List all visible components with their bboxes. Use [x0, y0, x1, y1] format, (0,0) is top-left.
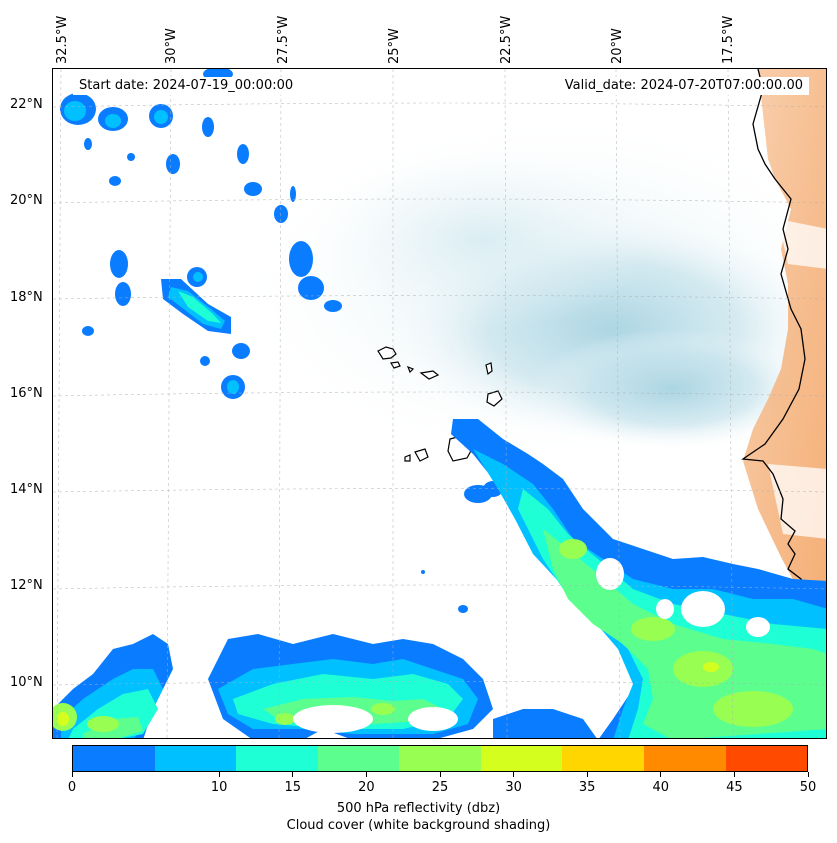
colorbar-segment	[154, 746, 237, 771]
colorbar-segment	[236, 746, 318, 771]
cloud-cover-shading	[253, 124, 826, 454]
lat-label-22n: 22°N	[10, 97, 43, 112]
lon-label-30w: 30°W	[164, 28, 179, 64]
colorbar-tick-mark	[513, 772, 515, 777]
colorbar-tick-mark	[733, 772, 735, 777]
map-panel	[52, 68, 827, 739]
colorbar-segment	[725, 746, 808, 771]
colorbar-tick-label: 10	[210, 780, 228, 795]
colorbar-tick-mark	[660, 772, 662, 777]
colorbar-segment	[399, 746, 481, 771]
lat-label-10n: 10°N	[10, 675, 43, 690]
colorbar-tick-label: 50	[799, 780, 817, 795]
colorbar-tick-mark	[365, 772, 367, 777]
colorbar-segment	[73, 746, 155, 771]
lat-label-18n: 18°N	[10, 290, 43, 305]
colorbar-subtitle: Cloud cover (white background shading)	[286, 818, 551, 833]
lat-label-16n: 16°N	[10, 386, 43, 401]
lat-label-12n: 12°N	[10, 578, 43, 593]
colorbar-segment	[480, 746, 563, 771]
colorbar-tick-label: 20	[358, 780, 375, 795]
map-canvas	[53, 69, 826, 738]
colorbar-tick-label: 45	[726, 780, 743, 795]
colorbar-tick-label: 25	[431, 780, 449, 795]
lon-label-25w: 25°W	[387, 28, 402, 64]
lat-label-20n: 20°N	[10, 193, 43, 208]
lon-label-20w: 20°W	[610, 28, 625, 64]
lon-label-32-5w: 32.5°W	[55, 15, 70, 64]
coastline	[741, 69, 826, 616]
colorbar-tick-mark	[586, 772, 588, 777]
lon-label-27-5w: 27.5°W	[276, 15, 291, 64]
colorbar-tick-label: 15	[284, 780, 302, 795]
reflectivity-level-30-35	[57, 662, 719, 726]
colorbar-tick-label: 35	[578, 780, 596, 795]
lon-label-22-5w: 22.5°W	[499, 15, 514, 64]
colorbar-tick-label: 30	[505, 780, 522, 795]
colorbar-tick-mark	[218, 772, 220, 777]
precip-gaps	[293, 558, 770, 733]
colorbar-tick-mark	[439, 772, 441, 777]
valid-date-label: Valid_date: 2024-07-20T07:00:00.00	[558, 77, 809, 95]
colorbar-tick-label: 0	[67, 780, 77, 795]
lat-label-14n: 14°N	[10, 482, 43, 497]
start-date-label: Start date: 2024-07-19_00:00:00	[73, 77, 300, 95]
colorbar-tick-mark	[292, 772, 294, 777]
colorbar-title: 500 hPa reflectivity (dbz)	[336, 801, 501, 816]
land-white-bands	[768, 219, 826, 539]
graticule	[53, 69, 826, 738]
colorbar-tick-label: 40	[652, 780, 670, 795]
colorbar	[72, 745, 808, 772]
colorbar-tick-mark	[71, 772, 73, 777]
colorbar-segment	[643, 746, 726, 771]
colorbar-segment	[317, 746, 400, 771]
colorbar-tick-mark	[807, 772, 809, 777]
lon-label-17-5w: 17.5°W	[721, 15, 736, 64]
colorbar-segment	[562, 746, 644, 771]
